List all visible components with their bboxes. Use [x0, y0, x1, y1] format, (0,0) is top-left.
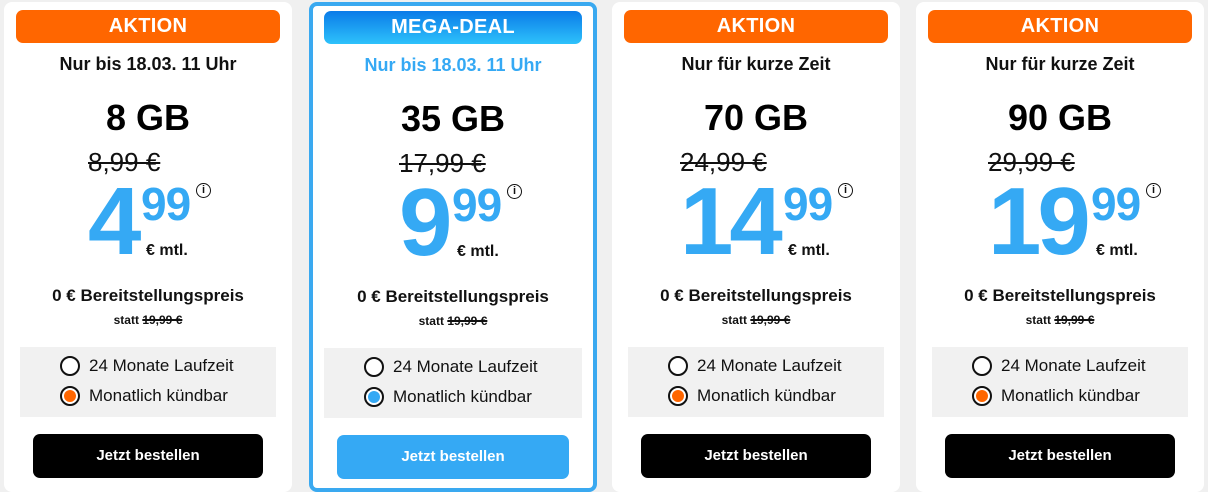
- info-icon[interactable]: i: [507, 184, 522, 199]
- contract-options: 24 Monate Laufzeit Monatlich kündbar: [628, 347, 884, 417]
- radio-button[interactable]: [60, 386, 80, 406]
- order-button[interactable]: Jetzt bestellen: [641, 434, 871, 478]
- tariff-card: AKTION Nur für kurze Zeit 90 GB 29,99 € …: [916, 2, 1204, 492]
- statt-price: 19,99 €: [142, 313, 183, 327]
- contract-option-24-months[interactable]: 24 Monate Laufzeit: [60, 355, 234, 377]
- radio-button[interactable]: [972, 356, 992, 376]
- price-cents: 99: [783, 178, 833, 230]
- radio-button[interactable]: [668, 356, 688, 376]
- option-label: Monatlich kündbar: [393, 387, 532, 406]
- tariff-card: AKTION Nur für kurze Zeit 70 GB 24,99 € …: [612, 2, 900, 492]
- price-main: 9: [399, 169, 452, 276]
- price-unit: € mtl.: [1096, 242, 1138, 259]
- info-icon[interactable]: i: [196, 183, 211, 198]
- price-main: 19: [988, 168, 1091, 275]
- contract-options: 24 Monate Laufzeit Monatlich kündbar: [932, 347, 1188, 417]
- tariff-card: MEGA-DEAL Nur bis 18.03. 11 Uhr 35 GB 17…: [309, 2, 597, 492]
- order-button[interactable]: Jetzt bestellen: [33, 434, 263, 478]
- old-price: 29,99 €: [988, 147, 1075, 177]
- option-label: 24 Monate Laufzeit: [393, 357, 538, 376]
- promo-badge: AKTION: [16, 10, 280, 43]
- radio-button[interactable]: [364, 357, 384, 377]
- data-volume: 8 GB: [105, 97, 191, 138]
- contract-option-monthly[interactable]: Monatlich kündbar: [60, 385, 228, 407]
- option-label: Monatlich kündbar: [1001, 386, 1140, 405]
- setup-fee-original: statt 19,99 €: [313, 314, 593, 329]
- tariff-card: AKTION Nur bis 18.03. 11 Uhr 8 GB 8,99 €…: [4, 2, 292, 492]
- radio-button[interactable]: [364, 387, 384, 407]
- info-icon[interactable]: i: [1146, 183, 1161, 198]
- statt-label: statt: [721, 313, 747, 327]
- price-cents: 99: [141, 178, 191, 230]
- offer-subtitle: Nur für kurze Zeit: [681, 54, 831, 74]
- setup-fee-original: statt 19,99 €: [4, 313, 292, 328]
- contract-options: 24 Monate Laufzeit Monatlich kündbar: [20, 347, 276, 417]
- statt-label: statt: [1025, 313, 1051, 327]
- statt-price: 19,99 €: [447, 314, 488, 328]
- price-unit: € mtl.: [788, 242, 830, 259]
- order-button[interactable]: Jetzt bestellen: [945, 434, 1175, 478]
- old-price: 24,99 €: [680, 147, 767, 177]
- contract-option-monthly[interactable]: Monatlich kündbar: [364, 386, 532, 408]
- statt-label: statt: [418, 314, 444, 328]
- price-unit: € mtl.: [457, 243, 499, 260]
- offer-subtitle: Nur für kurze Zeit: [985, 54, 1135, 74]
- price-unit: € mtl.: [146, 242, 188, 259]
- statt-label: statt: [113, 313, 139, 327]
- data-volume: 35 GB: [400, 98, 506, 139]
- contract-option-24-months[interactable]: 24 Monate Laufzeit: [364, 356, 538, 378]
- setup-fee: 0 € Bereitstellungspreis: [52, 286, 244, 305]
- old-price: 17,99 €: [399, 148, 486, 178]
- info-icon[interactable]: i: [838, 183, 853, 198]
- price-cents: 99: [1091, 178, 1141, 230]
- price-main: 4: [88, 168, 141, 275]
- contract-option-24-months[interactable]: 24 Monate Laufzeit: [668, 355, 842, 377]
- data-volume: 70 GB: [703, 97, 809, 138]
- setup-fee-original: statt 19,99 €: [612, 313, 900, 328]
- promo-badge: MEGA-DEAL: [324, 11, 582, 44]
- option-label: Monatlich kündbar: [89, 386, 228, 405]
- setup-fee: 0 € Bereitstellungspreis: [964, 286, 1156, 305]
- statt-price: 19,99 €: [750, 313, 791, 327]
- offer-subtitle: Nur bis 18.03. 11 Uhr: [364, 55, 542, 75]
- promo-badge: AKTION: [928, 10, 1192, 43]
- price-main: 14: [680, 168, 783, 275]
- statt-price: 19,99 €: [1054, 313, 1095, 327]
- radio-button[interactable]: [60, 356, 80, 376]
- option-label: 24 Monate Laufzeit: [89, 356, 234, 375]
- data-volume: 90 GB: [1007, 97, 1113, 138]
- contract-option-monthly[interactable]: Monatlich kündbar: [972, 385, 1140, 407]
- order-button[interactable]: Jetzt bestellen: [337, 435, 569, 479]
- option-label: 24 Monate Laufzeit: [1001, 356, 1146, 375]
- radio-button[interactable]: [972, 386, 992, 406]
- offer-subtitle: Nur bis 18.03. 11 Uhr: [59, 54, 237, 74]
- option-label: 24 Monate Laufzeit: [697, 356, 842, 375]
- contract-option-24-months[interactable]: 24 Monate Laufzeit: [972, 355, 1146, 377]
- setup-fee: 0 € Bereitstellungspreis: [357, 287, 549, 306]
- old-price: 8,99 €: [88, 147, 161, 177]
- price-cents: 99: [452, 179, 502, 231]
- setup-fee-original: statt 19,99 €: [916, 313, 1204, 328]
- contract-option-monthly[interactable]: Monatlich kündbar: [668, 385, 836, 407]
- setup-fee: 0 € Bereitstellungspreis: [660, 286, 852, 305]
- radio-button[interactable]: [668, 386, 688, 406]
- promo-badge: AKTION: [624, 10, 888, 43]
- option-label: Monatlich kündbar: [697, 386, 836, 405]
- contract-options: 24 Monate Laufzeit Monatlich kündbar: [324, 348, 582, 418]
